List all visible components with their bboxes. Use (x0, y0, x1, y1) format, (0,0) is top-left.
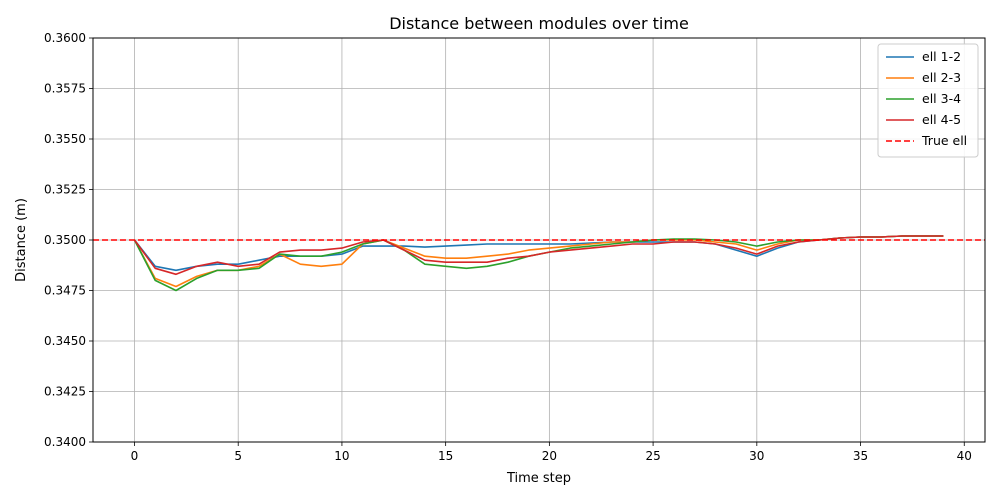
x-axis-label: Time step (506, 471, 571, 486)
legend-label: ell 2-3 (922, 70, 961, 85)
plot-series (93, 235, 985, 292)
y-tick-label: 0.3450 (44, 334, 86, 348)
x-tick-label: 30 (749, 449, 764, 463)
x-tick-label: 20 (542, 449, 557, 463)
x-tick-label: 40 (957, 449, 972, 463)
x-tick-label: 10 (334, 449, 349, 463)
axis-ticks: 0 5 10 15 20 25 30 35 40 0.3400 0.3425 0.3450 0.3475… (44, 31, 972, 463)
x-tick-label: 15 (438, 449, 453, 463)
legend: ell 1-2 ell 2-3 ell 3-4 ell 4-5 True ell (877, 43, 979, 158)
chart-title: Distance between modules over time (389, 14, 689, 33)
legend-label: ell 3-4 (922, 91, 961, 106)
x-tick-label: 25 (645, 449, 660, 463)
legend-label: True ell (921, 133, 967, 148)
y-tick-label: 0.3425 (44, 385, 86, 399)
legend-box (877, 43, 979, 158)
y-tick-label: 0.3525 (44, 183, 86, 197)
legend-label: ell 1-2 (922, 49, 961, 64)
y-tick-label: 0.3575 (44, 82, 86, 96)
x-tick-label: 0 (131, 449, 139, 463)
y-tick-label: 0.3400 (44, 435, 86, 449)
y-tick-label: 0.3500 (44, 233, 86, 247)
series-line-ell-4-5 (133, 235, 944, 276)
y-tick-label: 0.3475 (44, 284, 86, 298)
y-tick-label: 0.3600 (44, 31, 86, 45)
x-tick-label: 5 (234, 449, 242, 463)
legend-label: ell 4-5 (922, 112, 961, 127)
x-tick-label: 35 (853, 449, 868, 463)
y-tick-label: 0.3550 (44, 132, 86, 146)
y-axis-label: Distance (m) (14, 198, 29, 282)
